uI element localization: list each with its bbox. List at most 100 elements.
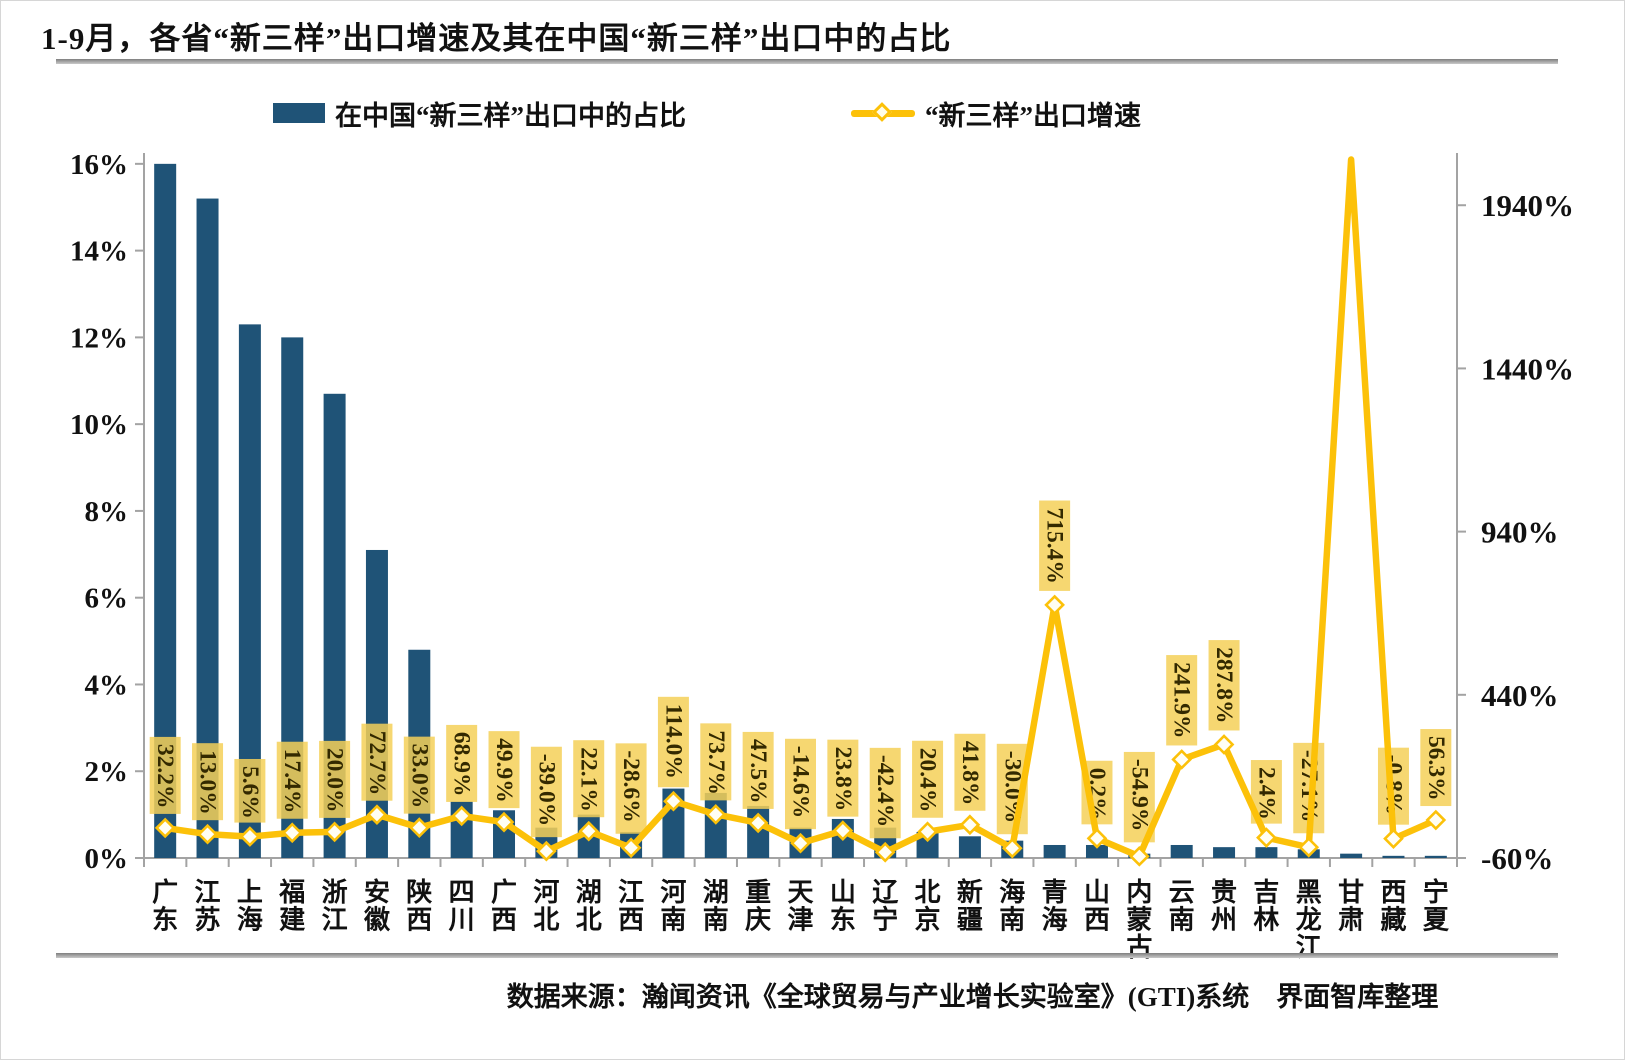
x-axis-label: 四 [449, 878, 475, 907]
right-axis-tick-label: -60% [1481, 841, 1553, 876]
line-data-label: 32.2% [152, 744, 178, 809]
bar [958, 836, 981, 858]
line-data-label-box [1420, 729, 1452, 807]
bar [154, 163, 177, 858]
line-data-label: 241.9% [1169, 662, 1195, 738]
line-marker-diamond-icon [154, 817, 176, 839]
x-axis-label: 龙 [1296, 906, 1322, 935]
x-axis-label: 南 [660, 906, 686, 935]
x-axis-label: 重 [745, 878, 771, 907]
x-axis-label: 甘 [1338, 878, 1364, 907]
x-axis-label: 湖 [703, 878, 729, 907]
line-data-label-box [700, 723, 732, 801]
line-data-label-box [1208, 640, 1240, 731]
line-data-label-box [785, 738, 816, 830]
line-data-label-box [192, 743, 224, 821]
line-marker-diamond-icon [620, 837, 642, 859]
line-data-label: 13.0% [195, 750, 221, 815]
x-axis-label: 肃 [1338, 906, 1364, 935]
bar [1170, 844, 1193, 858]
line-data-label-box [488, 731, 520, 809]
left-axis-tick-label: 8% [85, 496, 129, 528]
line-marker-diamond-icon [1171, 749, 1193, 770]
x-axis-label: 西 [618, 906, 644, 935]
line-data-label: 20.4% [915, 748, 941, 813]
line-marker-diamond-icon [197, 823, 218, 845]
line-marker-diamond-icon [1383, 828, 1404, 850]
left-axis-tick-label: 12% [70, 322, 128, 354]
line-data-label-box [276, 741, 308, 819]
bar [704, 792, 727, 858]
title-divider [56, 59, 1558, 64]
x-axis-label: 山 [1084, 878, 1110, 907]
x-axis-label: 疆 [957, 906, 983, 935]
line-marker-diamond-icon [832, 820, 854, 841]
line-data-label-box [1039, 500, 1071, 591]
line-marker-diamond-icon [1001, 837, 1023, 859]
line-data-label: 5.6% [237, 766, 263, 819]
line-data-label: 47.5% [745, 739, 771, 804]
bar [1043, 844, 1066, 858]
x-axis-label: 蒙 [1126, 906, 1152, 935]
right-axis-tick-label: 940% [1481, 515, 1559, 550]
line-data-label-box [1166, 655, 1198, 746]
x-axis-label: 云 [1169, 878, 1195, 907]
line-data-label-box [869, 747, 901, 839]
x-axis-label: 海 [1042, 906, 1068, 935]
x-axis-label: 东 [152, 905, 178, 935]
line-data-label: 114.0% [660, 704, 686, 779]
x-axis-label: 江 [618, 878, 644, 907]
line-data-label-box [403, 736, 435, 814]
line-marker-diamond-icon [747, 812, 769, 834]
x-axis-label: 河 [660, 878, 686, 907]
left-axis-tick-label: 14% [70, 236, 128, 268]
x-axis-label: 宁 [872, 905, 898, 935]
x-axis-label: 州 [1211, 906, 1237, 935]
x-axis-label: 北 [576, 906, 602, 935]
bar [281, 337, 304, 858]
line-data-label: 22.1% [576, 747, 602, 812]
right-axis-tick-label: 1940% [1481, 188, 1574, 223]
line-marker-diamond-icon [536, 840, 557, 862]
x-axis-label: 南 [1169, 906, 1195, 935]
line-data-label: -42.4% [872, 755, 898, 827]
x-axis-label: 黑 [1296, 878, 1322, 907]
line-data-label: -54.9% [1126, 759, 1152, 831]
line-marker-diamond-icon [281, 822, 303, 844]
left-axis-tick-label: 10% [70, 409, 128, 441]
line-marker-diamond-icon [1086, 828, 1108, 849]
x-axis-label: 徽 [363, 906, 391, 935]
left-axis-tick-label: 4% [85, 669, 129, 701]
line-marker-diamond-icon [324, 821, 345, 843]
line-data-label-box [657, 696, 689, 788]
line-data-label: 73.7% [703, 730, 729, 795]
line-marker-diamond-icon [408, 817, 430, 838]
line-data-label-box [912, 740, 944, 818]
x-axis-label: 苏 [195, 906, 221, 935]
line-marker-diamond-icon [239, 826, 261, 847]
x-axis-label: 西 [1084, 906, 1110, 935]
line-marker-diamond-icon [578, 820, 600, 842]
x-axis-label: 南 [999, 906, 1025, 935]
legend-item-growth: “新三样”出口增速 [851, 95, 1141, 131]
x-axis-label: 海 [999, 878, 1025, 907]
x-axis-label: 夏 [1423, 906, 1450, 935]
x-axis-label: 天 [787, 878, 813, 907]
line-data-label-box [615, 743, 647, 834]
x-axis-label: 新 [957, 877, 983, 907]
x-axis-label: 东 [830, 905, 856, 935]
line-marker-diamond-icon [705, 804, 727, 825]
x-axis-label: 上 [237, 878, 263, 907]
line-swatch-icon [851, 95, 915, 131]
bar [196, 198, 219, 859]
legend: 在中国“新三样”出口中的占比 “新三样”出口增速 [1, 95, 1624, 131]
line-data-label-box [954, 733, 986, 811]
line-marker-diamond-icon [1044, 594, 1065, 616]
x-axis-label: 内 [1126, 878, 1152, 907]
line-marker-diamond-icon [663, 790, 684, 812]
right-axis-tick-label: 1440% [1481, 351, 1574, 386]
x-axis-label: 湖 [576, 878, 602, 907]
data-source: 数据来源：瀚闻资讯《全球贸易与产业增长实验室》(GTI)系统 界面智库整理 [506, 982, 1439, 1012]
line-data-label: 68.9% [449, 732, 475, 797]
legend-item-share: 在中国“新三样”出口中的占比 [273, 95, 686, 131]
